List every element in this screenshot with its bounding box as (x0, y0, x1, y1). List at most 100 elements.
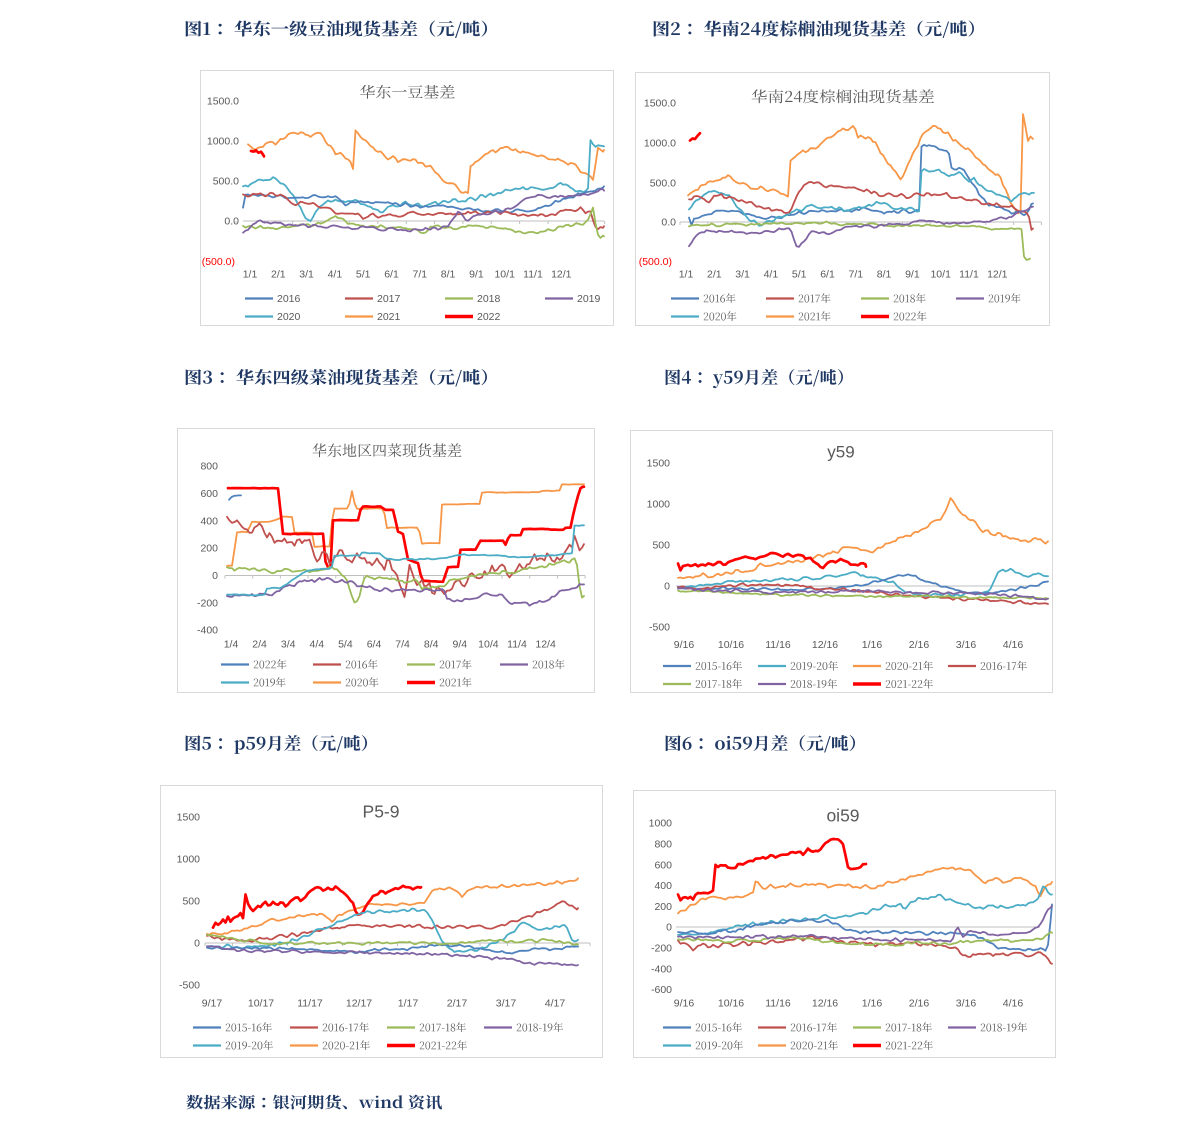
svg-text:1000.0: 1000.0 (207, 136, 239, 148)
svg-text:12/1: 12/1 (987, 269, 1008, 281)
svg-text:1/17: 1/17 (398, 998, 419, 1010)
svg-text:10/17: 10/17 (248, 998, 274, 1010)
svg-text:500: 500 (652, 540, 670, 552)
svg-text:7/4: 7/4 (395, 639, 410, 651)
svg-text:500: 500 (182, 896, 200, 908)
svg-text:600: 600 (200, 488, 218, 500)
svg-text:1000: 1000 (649, 818, 673, 830)
svg-text:(500.0): (500.0) (202, 256, 235, 268)
svg-text:1/1: 1/1 (679, 269, 694, 281)
svg-text:oi59: oi59 (826, 806, 859, 826)
svg-text:-200: -200 (197, 598, 218, 610)
svg-text:800: 800 (654, 839, 672, 851)
svg-text:9/4: 9/4 (452, 639, 467, 651)
svg-text:8/1: 8/1 (441, 269, 456, 281)
svg-text:-200: -200 (651, 943, 672, 955)
svg-text:0: 0 (194, 938, 200, 950)
svg-text:800: 800 (200, 461, 218, 473)
svg-text:2/17: 2/17 (447, 998, 468, 1010)
svg-text:1/1: 1/1 (243, 269, 258, 281)
svg-text:12/16: 12/16 (812, 639, 838, 651)
svg-text:P5-9: P5-9 (363, 802, 400, 822)
svg-text:3/17: 3/17 (496, 998, 517, 1010)
svg-text:500.0: 500.0 (650, 178, 676, 190)
svg-text:1/4: 1/4 (224, 639, 239, 651)
svg-text:-500: -500 (179, 980, 200, 992)
svg-text:1500.0: 1500.0 (644, 98, 676, 110)
svg-text:200: 200 (654, 901, 672, 913)
svg-text:3/1: 3/1 (299, 269, 314, 281)
svg-text:-400: -400 (197, 625, 218, 637)
svg-text:4/16: 4/16 (1003, 639, 1024, 651)
svg-text:400: 400 (654, 880, 672, 892)
svg-text:200: 200 (200, 543, 218, 555)
svg-text:9/16: 9/16 (674, 639, 695, 651)
svg-text:11/16: 11/16 (765, 998, 791, 1010)
svg-text:1000: 1000 (177, 854, 201, 866)
svg-text:11/16: 11/16 (765, 639, 791, 651)
svg-text:4/4: 4/4 (309, 639, 324, 651)
svg-text:8/4: 8/4 (424, 639, 439, 651)
svg-text:5/4: 5/4 (338, 639, 353, 651)
svg-text:600: 600 (654, 859, 672, 871)
svg-text:(500.0): (500.0) (639, 256, 672, 268)
svg-text:1500: 1500 (177, 812, 201, 824)
svg-text:8/1: 8/1 (877, 269, 892, 281)
svg-text:0: 0 (666, 922, 672, 934)
svg-text:2018: 2018 (477, 293, 501, 305)
svg-text:0.0: 0.0 (661, 217, 676, 229)
svg-text:6/1: 6/1 (384, 269, 399, 281)
svg-text:6/1: 6/1 (820, 269, 835, 281)
svg-text:7/1: 7/1 (848, 269, 863, 281)
svg-text:2022: 2022 (477, 311, 501, 323)
svg-text:2021: 2021 (377, 311, 401, 323)
svg-text:4/17: 4/17 (545, 998, 566, 1010)
svg-text:2/1: 2/1 (707, 269, 722, 281)
svg-text:-600: -600 (651, 984, 672, 996)
svg-text:4/1: 4/1 (328, 269, 343, 281)
svg-text:2/16: 2/16 (909, 998, 930, 1010)
svg-text:2/1: 2/1 (271, 269, 286, 281)
svg-text:0.0: 0.0 (224, 216, 239, 228)
svg-text:0: 0 (664, 581, 670, 593)
svg-text:6/4: 6/4 (367, 639, 382, 651)
svg-text:y59: y59 (827, 443, 854, 462)
svg-text:3/1: 3/1 (735, 269, 750, 281)
svg-text:2/4: 2/4 (252, 639, 267, 651)
svg-text:12/17: 12/17 (346, 998, 372, 1010)
svg-text:400: 400 (200, 516, 218, 528)
svg-text:2/16: 2/16 (909, 639, 930, 651)
svg-text:2019: 2019 (577, 293, 601, 305)
svg-text:11/1: 11/1 (523, 269, 543, 281)
svg-text:3/16: 3/16 (956, 998, 977, 1010)
svg-text:9/1: 9/1 (905, 269, 920, 281)
svg-text:10/16: 10/16 (718, 639, 744, 651)
svg-text:4/1: 4/1 (764, 269, 779, 281)
svg-text:0: 0 (212, 570, 218, 582)
svg-text:1500: 1500 (647, 458, 671, 470)
svg-text:11/4: 11/4 (507, 639, 527, 651)
svg-text:5/1: 5/1 (792, 269, 807, 281)
svg-text:11/1: 11/1 (959, 269, 979, 281)
svg-text:9/17: 9/17 (202, 998, 223, 1010)
svg-text:1500.0: 1500.0 (207, 96, 239, 108)
svg-text:7/1: 7/1 (412, 269, 427, 281)
svg-text:2020: 2020 (277, 311, 301, 323)
svg-text:12/16: 12/16 (812, 998, 838, 1010)
svg-text:10/4: 10/4 (478, 639, 499, 651)
svg-text:12/1: 12/1 (551, 269, 572, 281)
svg-text:1/16: 1/16 (862, 998, 883, 1010)
svg-text:5/1: 5/1 (356, 269, 371, 281)
svg-text:9/1: 9/1 (469, 269, 484, 281)
svg-text:11/17: 11/17 (297, 998, 323, 1010)
svg-text:2017: 2017 (377, 293, 401, 305)
svg-text:4/16: 4/16 (1003, 998, 1024, 1010)
svg-text:10/1: 10/1 (930, 269, 951, 281)
svg-text:12/4: 12/4 (535, 639, 556, 651)
svg-text:3/4: 3/4 (281, 639, 296, 651)
svg-text:-500: -500 (649, 622, 670, 634)
svg-text:10/16: 10/16 (718, 998, 744, 1010)
svg-text:500.0: 500.0 (213, 176, 239, 188)
svg-text:3/16: 3/16 (956, 639, 977, 651)
svg-text:-400: -400 (651, 963, 672, 975)
